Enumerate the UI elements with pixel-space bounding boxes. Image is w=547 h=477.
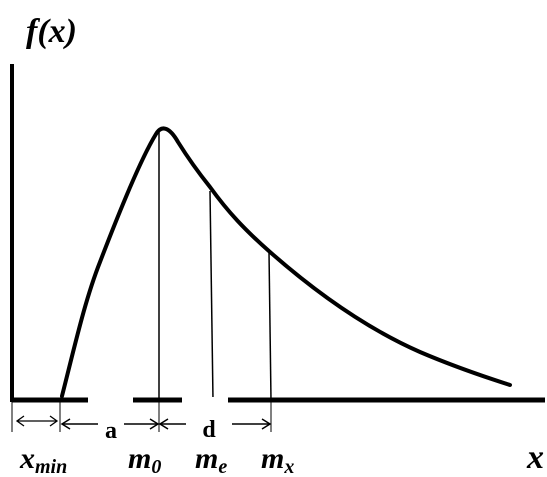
label-m-e: me bbox=[195, 442, 227, 477]
axis-gap-2 bbox=[182, 397, 228, 404]
interval-a-arrow bbox=[60, 418, 160, 430]
label-m-x: mx bbox=[261, 442, 294, 477]
y-axis-label: f(x) bbox=[26, 13, 77, 50]
interval-d-arrow bbox=[158, 418, 272, 430]
xmin-interval-arrow bbox=[15, 415, 59, 427]
density-curve bbox=[60, 126, 512, 398]
interval-d-label: d bbox=[202, 417, 216, 443]
label-m-0: m0 bbox=[128, 442, 161, 477]
mean-line bbox=[268, 251, 272, 401]
x-axis-label: x bbox=[526, 439, 544, 476]
median-line bbox=[209, 190, 214, 401]
label-x-min: xmin bbox=[19, 442, 67, 477]
interval-a-label: a bbox=[105, 418, 117, 444]
axis-gap-1 bbox=[88, 397, 133, 404]
